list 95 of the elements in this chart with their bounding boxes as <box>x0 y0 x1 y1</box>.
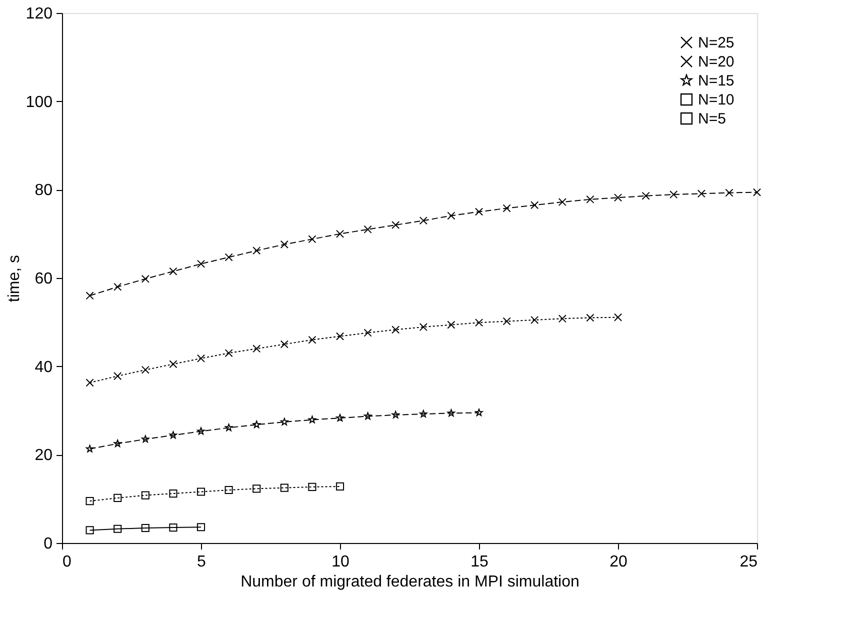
point <box>86 526 94 534</box>
y-tick-label: 0 <box>44 536 53 552</box>
x-tick-label: 0 <box>62 554 72 570</box>
point <box>114 440 122 447</box>
point <box>475 408 483 416</box>
x-tick-label: 20 <box>610 554 628 570</box>
point <box>586 314 594 322</box>
point <box>169 431 178 439</box>
point <box>252 246 261 255</box>
point <box>364 412 372 420</box>
point <box>392 326 400 334</box>
point <box>169 489 178 498</box>
point <box>502 317 511 326</box>
point <box>114 494 122 502</box>
x-tick-label: 15 <box>470 554 488 570</box>
point <box>280 340 288 348</box>
point <box>474 318 484 327</box>
x-tick-label: 5 <box>197 554 206 570</box>
point <box>614 313 622 322</box>
y-tick-label: 100 <box>26 94 53 111</box>
point <box>308 416 316 424</box>
point <box>114 282 122 291</box>
point <box>224 486 233 494</box>
point <box>447 320 456 329</box>
point <box>114 524 122 533</box>
point <box>196 354 206 362</box>
y-tick-label: 80 <box>34 182 53 200</box>
point <box>586 195 594 204</box>
point <box>558 198 566 206</box>
point <box>141 366 150 374</box>
point <box>169 360 178 368</box>
point <box>670 190 678 199</box>
point <box>614 194 622 202</box>
point <box>447 409 456 417</box>
legend-label: N=10 <box>698 92 734 108</box>
point <box>447 212 456 220</box>
point <box>419 322 428 332</box>
point <box>336 482 344 490</box>
legend-label: N=25 <box>698 34 734 52</box>
point <box>336 414 344 422</box>
y-tick-label: 40 <box>34 358 53 376</box>
point <box>364 328 372 337</box>
point <box>308 482 316 491</box>
point <box>280 484 288 492</box>
x-tick-label: 25 <box>740 554 758 570</box>
legend-label: N=5 <box>698 110 726 128</box>
point <box>252 344 261 353</box>
point <box>530 201 539 210</box>
y-axis-title: time, s <box>6 254 23 302</box>
point <box>196 260 206 268</box>
point <box>86 444 94 452</box>
point <box>474 208 484 216</box>
point <box>725 188 734 197</box>
point <box>308 336 316 344</box>
point <box>197 427 205 435</box>
x-axis-title: Number of migrated federates in MPI simulation <box>240 574 580 590</box>
point <box>420 410 428 418</box>
point <box>502 204 511 212</box>
point <box>196 523 206 532</box>
point <box>224 253 233 262</box>
point <box>336 332 344 340</box>
point <box>392 220 400 230</box>
point <box>141 524 150 532</box>
point <box>196 488 206 496</box>
point <box>558 314 566 323</box>
point <box>86 378 94 387</box>
point <box>752 188 762 196</box>
point <box>141 274 150 283</box>
point <box>280 418 288 426</box>
y-tick-label: 60 <box>34 270 53 288</box>
y-tick-label: 20 <box>34 447 53 464</box>
point <box>364 225 372 234</box>
point <box>530 316 539 324</box>
point <box>252 420 260 428</box>
point <box>392 410 400 418</box>
point <box>169 524 178 532</box>
point <box>114 372 122 380</box>
point <box>141 491 150 500</box>
y-tick-label: 120 <box>26 6 53 22</box>
point <box>86 497 94 506</box>
x-tick-label: 10 <box>332 554 350 570</box>
point <box>308 235 316 244</box>
point <box>86 292 94 300</box>
point <box>224 424 233 432</box>
legend-label: N=20 <box>698 54 734 70</box>
point <box>697 190 706 198</box>
point <box>419 216 428 225</box>
point <box>336 230 344 238</box>
point <box>252 484 261 493</box>
legend-label: N=15 <box>698 72 734 90</box>
point <box>224 349 233 358</box>
point <box>642 192 650 200</box>
point <box>142 435 150 443</box>
point <box>280 240 288 248</box>
point <box>169 267 178 276</box>
